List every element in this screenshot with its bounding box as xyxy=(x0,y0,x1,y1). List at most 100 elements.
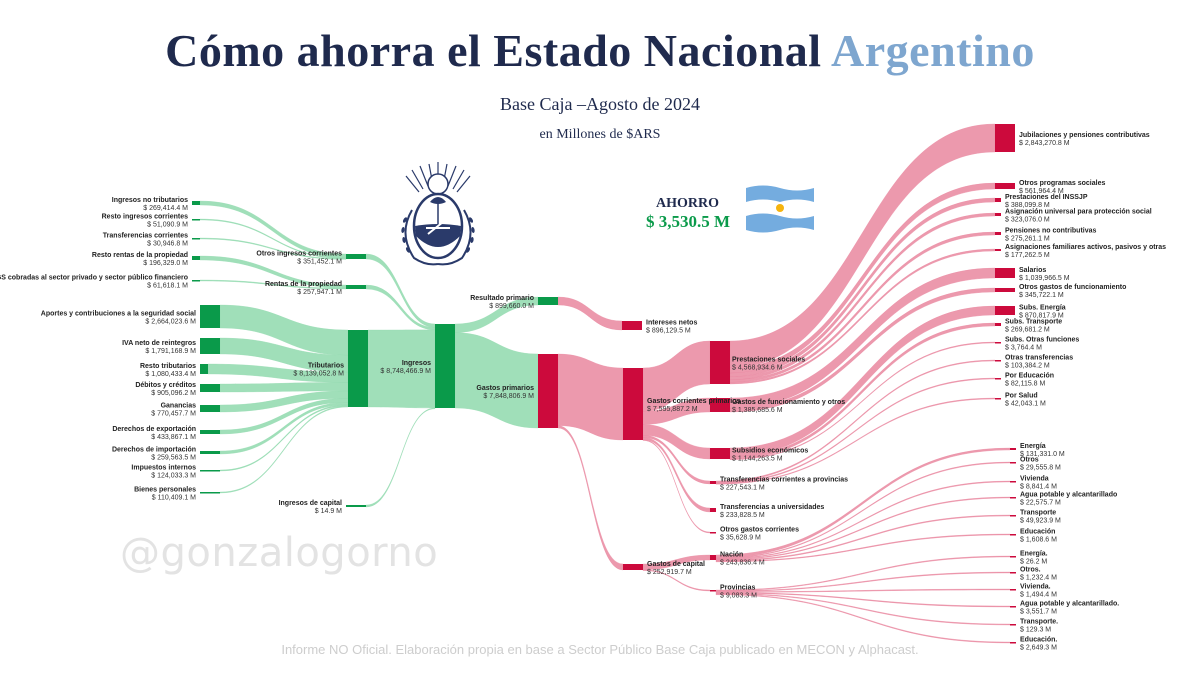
label-n_agua: Agua potable y alcantarillado xyxy=(1020,492,1117,499)
label-gastos_func: Gastos de funcionamiento y otros xyxy=(732,399,845,406)
link-ingresos-to-gastos_primarios xyxy=(454,332,539,429)
value-intereses: $ 896,129.5 M xyxy=(646,328,691,335)
node-pensiones_nc xyxy=(995,232,1001,235)
link-resultado_primario-to-intereses xyxy=(557,296,623,331)
node-nacion xyxy=(710,555,716,560)
link-prestaciones-to-jubilaciones xyxy=(729,123,996,368)
node-inssjp xyxy=(995,198,1001,202)
page-subtitle: Base Caja –Agosto de 2024 xyxy=(500,94,700,114)
node-provincias xyxy=(710,590,716,592)
label-otros_prog: Otros programas sociales xyxy=(1019,180,1105,187)
node-por_educacion xyxy=(995,378,1001,380)
link-otros_ing_corr-to-ingresos xyxy=(365,253,436,328)
label-transf_corr: Transferencias corrientes xyxy=(103,233,188,240)
node-subsidios xyxy=(710,448,730,459)
value-por_educacion: $ 82,115.8 M xyxy=(1005,381,1046,388)
label-resto_rentas: Resto rentas de la propiedad xyxy=(92,252,188,259)
value-jubilaciones: $ 2,843,270.8 M xyxy=(1019,140,1070,147)
label-pensiones_nc: Pensiones no contributivas xyxy=(1005,228,1097,235)
value-provincias: $ 9,083.3 M xyxy=(720,593,757,600)
node-otros_ing_corr xyxy=(346,254,366,259)
node-rentas_prop xyxy=(346,285,366,289)
value-ingresos: $ 8,748,466.9 M xyxy=(380,368,431,375)
label-transf_prov: Transferencias corrientes a provincias xyxy=(720,477,848,484)
value-p_vivienda: $ 1,494.4 M xyxy=(1020,592,1057,599)
label-subs_energia: Subs. Energía xyxy=(1019,305,1066,312)
label-ganancias: Ganancias xyxy=(161,403,197,410)
value-subs_transporte: $ 269,681.2 M xyxy=(1005,327,1050,334)
watermark: @gonzalogorno xyxy=(120,530,439,576)
node-derechos_imp xyxy=(200,451,220,454)
node-transf_corr xyxy=(192,238,200,240)
node-iva xyxy=(200,338,220,354)
value-salarios: $ 1,039,966.5 M xyxy=(1019,275,1070,282)
value-n_agua: $ 22,575.7 M xyxy=(1020,500,1061,507)
node-asig_fam xyxy=(995,249,1001,251)
node-otras_transf xyxy=(995,360,1001,362)
node-ingresos_no_trib xyxy=(192,201,200,205)
node-tributarios xyxy=(348,330,368,407)
node-gastos_func xyxy=(710,398,730,412)
node-subs_otras xyxy=(995,342,1001,344)
argentina-flag-icon xyxy=(746,185,814,233)
label-iva: IVA neto de reintegros xyxy=(122,340,196,347)
value-otros_gastos_corr: $ 35,628.9 M xyxy=(720,535,761,542)
label-intereses: Intereses netos xyxy=(646,320,697,327)
value-gastos_primarios: $ 7,848,806.9 M xyxy=(483,393,534,400)
node-fgs xyxy=(192,280,200,282)
label-derechos_imp: Derechos de importación xyxy=(112,447,196,454)
node-n_energia xyxy=(1010,448,1016,450)
node-auh xyxy=(995,213,1001,216)
sankey-nodes xyxy=(192,124,1016,644)
node-otros_prog xyxy=(995,183,1015,189)
value-subsidios: $ 1,144,263.5 M xyxy=(732,456,783,463)
value-transf_prov: $ 227,543.1 M xyxy=(720,485,765,492)
node-resto_ing_corr xyxy=(192,219,200,221)
node-debitos xyxy=(200,384,220,392)
label-p_energia: Energía. xyxy=(1020,551,1048,558)
argentina-coat-of-arms-icon xyxy=(401,162,475,266)
value-otros_prog: $ 561,964.4 M xyxy=(1019,188,1064,195)
label-n_vivienda: Vivienda xyxy=(1020,476,1049,483)
label-gastos_capital: Gastos de capital xyxy=(647,561,705,568)
label-por_salud: Por Salud xyxy=(1005,393,1038,400)
units-note: en Millones de $ARS xyxy=(539,127,661,142)
label-n_otros: Otros xyxy=(1020,457,1039,464)
node-p_agua xyxy=(1010,606,1016,608)
label-ing_capital: Ingresos de capital xyxy=(279,500,342,507)
node-intereses xyxy=(622,321,642,330)
value-resto_ing_corr: $ 51,090.9 M xyxy=(147,222,188,229)
node-resto_trib xyxy=(200,364,208,374)
node-derechos_exp xyxy=(200,430,220,434)
node-n_vivienda xyxy=(1010,481,1016,483)
value-n_educacion: $ 1,608.6 M xyxy=(1020,537,1057,544)
node-n_educacion xyxy=(1010,534,1016,536)
value-auh: $ 323,076.0 M xyxy=(1005,217,1050,224)
label-otros_gastos_func: Otros gastos de funcionamiento xyxy=(1019,284,1126,291)
value-debitos: $ 905,096.2 M xyxy=(151,390,196,397)
label-rentas_prop: Rentas de la propiedad xyxy=(265,281,342,288)
label-imp_internos: Impuestos internos xyxy=(131,465,196,472)
label-otros_gastos_corr: Otros gastos corrientes xyxy=(720,527,799,534)
node-p_otros xyxy=(1010,572,1016,574)
label-por_educacion: Por Educación xyxy=(1005,373,1054,380)
label-ingresos: Ingresos xyxy=(402,360,431,367)
label-p_agua: Agua potable y alcantarillado. xyxy=(1020,601,1119,608)
value-ganancias: $ 770,457.7 M xyxy=(151,411,196,418)
node-ganancias xyxy=(200,405,220,412)
node-n_otros xyxy=(1010,462,1016,464)
label-asig_fam: Asignaciones familiares activos, pasivos… xyxy=(1005,244,1166,251)
value-pensiones_nc: $ 275,261.1 M xyxy=(1005,236,1050,243)
value-inssjp: $ 388,099.8 M xyxy=(1005,202,1050,209)
label-otras_transf: Otras transferencias xyxy=(1005,355,1073,362)
value-rentas_prop: $ 257,947.1 M xyxy=(297,289,342,296)
label-gastos_primarios: Gastos primarios xyxy=(476,385,534,392)
value-otras_transf: $ 103,384.2 M xyxy=(1005,363,1050,370)
node-por_salud xyxy=(995,398,1001,400)
value-por_salud: $ 42,043.1 M xyxy=(1005,401,1046,408)
link-transf_prov-to-otras_transf xyxy=(715,359,996,483)
value-otros_gastos_func: $ 345,722.1 M xyxy=(1019,292,1064,299)
value-derechos_exp: $ 433,867.1 M xyxy=(151,434,196,441)
value-subs_otras: $ 3,764.4 M xyxy=(1005,345,1042,352)
